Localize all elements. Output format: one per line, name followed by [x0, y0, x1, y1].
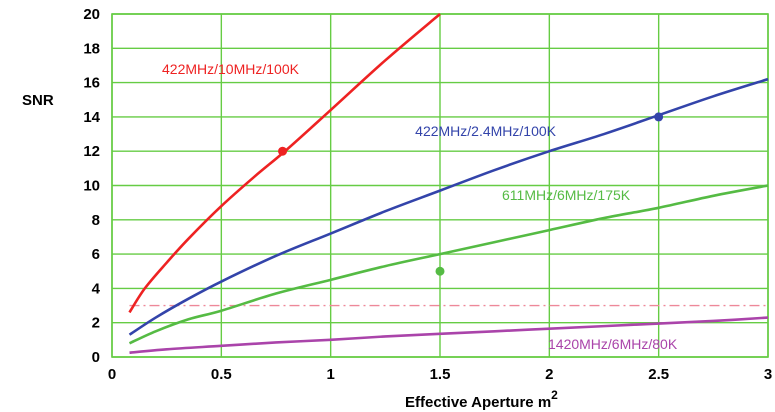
x-tick-labels: 0 0.5 1 1.5 2 2.5 3 [108, 366, 772, 383]
x-tick-label: 0 [108, 366, 116, 383]
x-tick-label: 1.5 [430, 366, 451, 383]
marker-611mhz-6mhz-175k [435, 266, 445, 276]
marker-422mhz-2-4mhz-100k [654, 112, 664, 122]
marker-422mhz-10mhz-100k [278, 146, 288, 156]
y-tick-label: 14 [83, 109, 100, 126]
series-labels: 422MHz/10MHz/100K 422MHz/2.4MHz/100K 611MH… [162, 61, 678, 352]
series-line-422mhz-2-4mhz-100k [128, 77, 769, 336]
series-line-611mhz-6mhz-175k [128, 184, 769, 345]
series-label-611mhz-6mhz-175k: 611MHz/6MHz/175K [502, 187, 631, 203]
y-tick-label: 18 [83, 40, 100, 57]
y-tick-label: 16 [83, 75, 100, 92]
series-line-422mhz-10mhz-100k [128, 13, 441, 314]
series-label-1420mhz-6mhz-80k: 1420MHz/6MHz/80K [548, 336, 678, 352]
y-tick-label: 10 [83, 178, 100, 195]
x-tick-label: 3 [764, 366, 772, 383]
y-tick-label: 2 [92, 315, 100, 332]
y-axis-title: SNR [22, 92, 54, 109]
y-tick-label: 0 [92, 349, 100, 366]
y-tick-label: 4 [92, 280, 101, 297]
x-axis-title: Effective Aperture m2 [405, 388, 558, 411]
marker-layer [278, 112, 664, 276]
y-tick-label: 12 [83, 143, 100, 160]
x-tick-label: 2 [545, 366, 553, 383]
series-label-422mhz-10mhz-100k: 422MHz/10MHz/100K [162, 61, 300, 77]
y-tick-label: 6 [92, 246, 100, 263]
y-tick-label: 20 [83, 6, 100, 23]
x-tick-label: 2.5 [648, 366, 669, 383]
series-line-1420mhz-6mhz-80k [129, 316, 769, 355]
y-tick-labels: 0 2 4 6 8 10 12 14 16 18 20 [83, 6, 100, 366]
series-layer [128, 13, 769, 355]
x-tick-label: 0.5 [211, 366, 232, 383]
x-axis-title-main: Effective Aperture m [405, 394, 551, 411]
x-tick-label: 1 [326, 366, 334, 383]
series-label-422mhz-2-4mhz-100k: 422MHz/2.4MHz/100K [415, 123, 557, 139]
y-tick-label: 8 [92, 212, 100, 229]
x-axis-title-superscript: 2 [551, 388, 558, 402]
